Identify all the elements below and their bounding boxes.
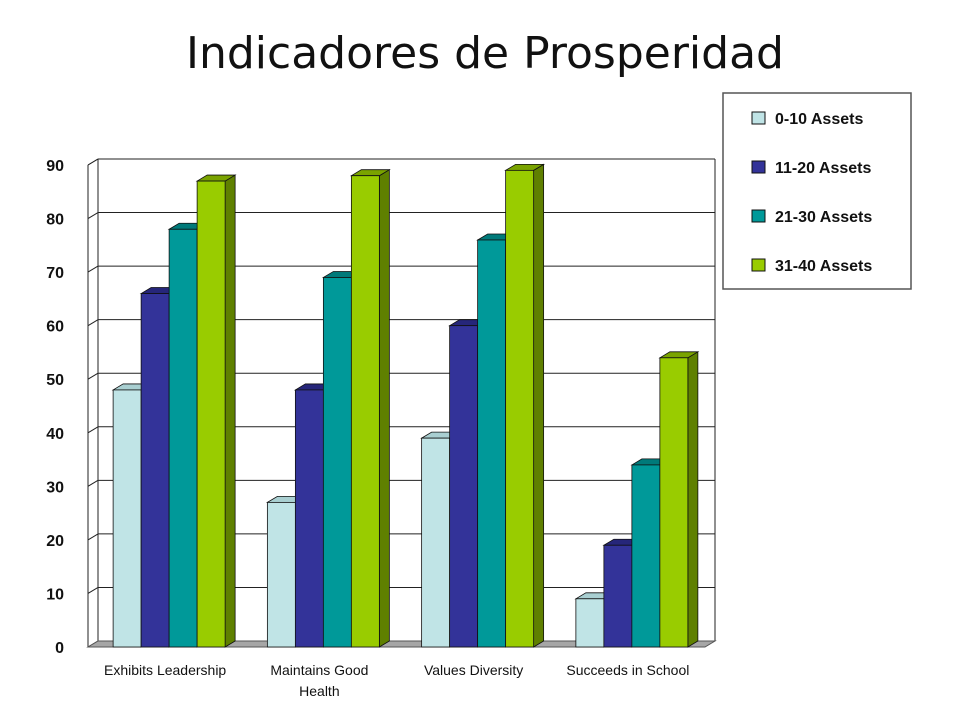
gridline-depth [87, 533, 99, 541]
bar [294, 389, 324, 648]
legend: 0-10 Assets 11-20 Assets 21-30 Assets 31-40… [722, 92, 912, 290]
bar [140, 293, 170, 648]
gridline-depth [87, 212, 99, 219]
bar [505, 169, 535, 648]
bar [196, 180, 226, 648]
y-tick-label: 80 [46, 212, 64, 229]
bar [603, 544, 633, 648]
legend-label: 21-30 Assets [775, 209, 872, 226]
bar [112, 389, 142, 648]
legend-label: 0-10 Assets [775, 111, 863, 128]
x-category-label: Maintains Good [270, 662, 368, 678]
bar [449, 325, 479, 648]
gridline-depth [87, 587, 99, 594]
legend-swatch [751, 111, 766, 125]
y-tick-label: 0 [55, 640, 64, 657]
y-tick-label: 50 [46, 372, 64, 389]
gridline-depth [87, 479, 99, 487]
bar-side [687, 351, 699, 648]
bar [322, 277, 352, 648]
y-tick-label: 30 [46, 479, 64, 496]
y-tick-label: 10 [46, 586, 64, 603]
bar [421, 437, 451, 648]
y-tick-label: 70 [46, 265, 64, 282]
x-axis-categories: Exhibits Leadership Maintains Good Health V… [104, 662, 689, 699]
legend-swatch [751, 160, 766, 174]
bar [168, 228, 198, 648]
bar-side [224, 174, 236, 648]
x-category-label: Succeeds in School [566, 662, 689, 678]
y-tick-label: 60 [46, 319, 64, 336]
legend-label: 11-20 Assets [775, 160, 871, 177]
bar [266, 501, 296, 648]
y-axis-ticks: 0 10 20 30 40 50 60 70 80 90 [46, 158, 64, 657]
legend-swatch [751, 258, 766, 272]
bar [350, 175, 380, 648]
bar [477, 239, 507, 648]
legend-swatch [751, 209, 766, 223]
legend-label: 31-40 Assets [775, 258, 872, 275]
gridline-depth [87, 265, 99, 273]
x-category-label: Health [299, 683, 339, 699]
bar [659, 357, 689, 648]
gridline-depth [87, 426, 99, 434]
gridline-depth [87, 372, 99, 380]
bar-series-group [111, 163, 700, 648]
y-tick-label: 90 [46, 158, 64, 175]
bar-side [533, 163, 545, 648]
gridline-depth [87, 319, 99, 327]
slide-title: Indicadores de Prosperidad [186, 28, 784, 79]
y-tick-label: 20 [46, 533, 64, 550]
x-category-label: Values Diversity [424, 662, 523, 678]
top-depth-edge [87, 158, 99, 166]
bar-side [378, 169, 390, 648]
bar [631, 464, 661, 648]
bar [575, 598, 605, 648]
legend-box [722, 92, 912, 290]
x-category-label: Exhibits Leadership [104, 662, 226, 678]
y-tick-label: 40 [46, 426, 64, 443]
